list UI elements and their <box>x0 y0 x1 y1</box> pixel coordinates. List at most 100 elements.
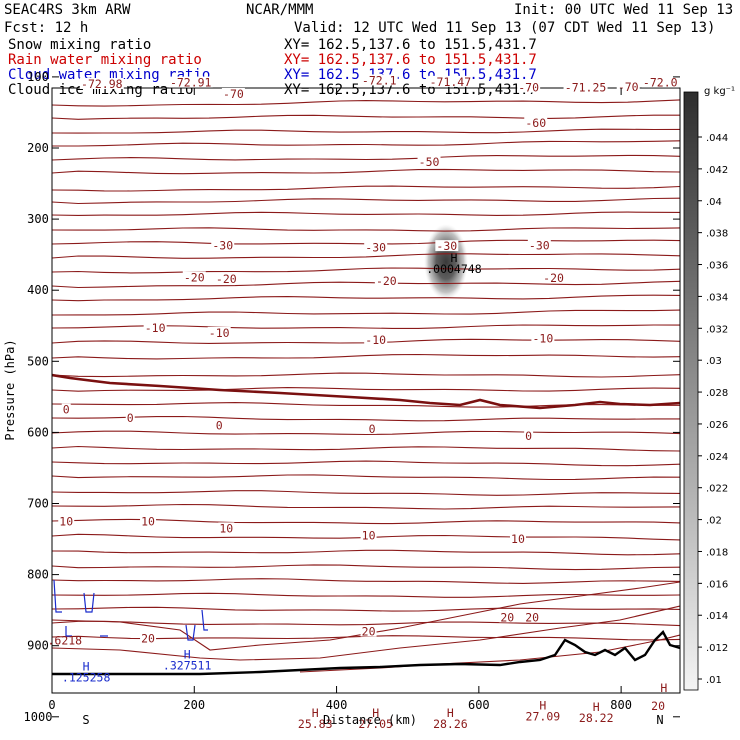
y-tick-label: 700 <box>27 497 49 511</box>
cloud-water-value-label: .6218 <box>47 633 82 647</box>
temperature-contour-line <box>52 578 680 584</box>
contour-label-mask <box>143 321 167 333</box>
high-marker-label: H <box>660 681 667 695</box>
temperature-contour-line <box>52 267 680 274</box>
x-tick-label: 400 <box>326 698 348 712</box>
header-fcst: Fcst: 12 h <box>4 20 88 36</box>
contour-label-mask <box>542 272 566 284</box>
colorbar-tick-label: .022 <box>706 484 728 495</box>
high-value-label: 28.22 <box>579 711 614 725</box>
contour-label-mask <box>563 81 608 93</box>
temperature-contour-line <box>52 253 680 259</box>
field-cloudice-name: Cloud ice mixing ratio <box>8 82 193 98</box>
x-left-end-label: S <box>82 713 89 727</box>
contour-label: 20 <box>500 610 514 624</box>
cloud-water-contour <box>185 624 196 641</box>
colorbar-tick-label: .04 <box>706 197 722 208</box>
contour-label-mask <box>360 529 377 541</box>
cloud-water-high-marker: H <box>83 660 90 674</box>
y-tick-label: 200 <box>27 141 49 155</box>
contour-label: -20 <box>184 270 205 284</box>
temperature-contour-line <box>52 474 680 481</box>
colorbar-units: g kg⁻¹ <box>704 86 735 97</box>
y-tick-label: 500 <box>27 354 49 368</box>
contour-label-mask <box>428 75 473 87</box>
contour-label-mask <box>79 78 124 90</box>
high-marker-label: H <box>450 251 457 265</box>
contour-label-mask <box>214 419 224 431</box>
cloud-water-value-label: .125258 <box>62 671 111 685</box>
temperature-contour-line <box>52 114 680 120</box>
colorbar-tick-label: .012 <box>706 643 728 654</box>
contour-label: -30 <box>365 241 386 255</box>
temperature-contour-line <box>52 140 680 147</box>
temperature-contour-line <box>52 197 680 205</box>
terrain-surface-line <box>52 630 680 676</box>
colorbar-tick-label: .028 <box>706 388 728 399</box>
colorbar-tick-label: .01 <box>706 675 722 686</box>
temperature-contour-line <box>52 185 680 192</box>
header-init: Init: 00 UTC Wed 11 Sep 13 <box>514 2 733 18</box>
cloud-water-contour <box>53 579 62 613</box>
contour-label: -10 <box>532 332 553 346</box>
contour-label-mask <box>168 76 213 88</box>
temperature-contour-line <box>52 154 680 161</box>
temperature-contour-line <box>52 211 680 216</box>
temperature-contour-line <box>52 227 680 232</box>
y-tick-label: 800 <box>27 568 49 582</box>
high-value-label: 27.09 <box>526 710 561 724</box>
temperature-contour-line <box>52 620 680 627</box>
temperature-contour-line <box>52 430 680 436</box>
colorbar <box>683 91 699 691</box>
contour-label-mask <box>641 76 679 88</box>
colorbar-tick-label: .024 <box>706 452 728 463</box>
contour-label-mask <box>140 632 157 644</box>
y-tick-label: 600 <box>27 425 49 439</box>
contour-label: -70 <box>518 81 539 95</box>
contour-label: 20 <box>525 610 539 624</box>
contour-label-mask <box>509 533 526 545</box>
temperature-contour-line <box>52 460 680 467</box>
temperature-contour-line <box>52 592 680 598</box>
contour-label: -60 <box>525 116 546 130</box>
contour-label: -70 <box>223 87 244 101</box>
temperature-contour-line <box>52 490 680 496</box>
temperature-contour-line <box>52 606 680 612</box>
contour-label: -72.1 <box>362 73 397 87</box>
contour-label-mask <box>435 240 459 252</box>
colorbar-tick-label: .02 <box>706 516 722 527</box>
cloud-water-contour <box>83 592 95 613</box>
x-tick-label: 0 <box>48 698 55 712</box>
contour-label-mask <box>125 412 135 424</box>
temperature-contour-line <box>52 387 680 392</box>
near-surface-contour <box>52 605 680 661</box>
colorbar-tick-label: .014 <box>706 611 728 622</box>
contour-label: 20 <box>362 624 376 638</box>
header-org: NCAR/MMM <box>246 2 313 18</box>
contour-label: 0 <box>127 411 134 425</box>
contour-label: -10 <box>145 321 166 335</box>
contour-label: 20 <box>141 632 155 646</box>
colorbar-tick-label: .038 <box>706 229 728 240</box>
contour-label-mask <box>524 611 541 623</box>
temperature-contour-line <box>52 415 680 422</box>
contour-label: 10 <box>59 514 73 528</box>
contour-label-mask <box>140 515 157 527</box>
contour-label: 0 <box>369 422 376 436</box>
freezing-level-contour <box>52 373 680 410</box>
field-snow-xy: XY= 162.5,137.6 to 151.5,431.7 <box>284 37 537 53</box>
contour-label: 0 <box>63 403 70 417</box>
colorbar-tick-label: .03 <box>706 356 722 367</box>
contour-label: 20 <box>651 699 665 713</box>
field-cloudice-xy: XY= 162.5,137.6 to 151.5,431.7 <box>284 82 537 98</box>
temperature-contour-line <box>52 503 680 510</box>
contour-label: 10 <box>141 514 155 528</box>
temperature-contour-line <box>52 294 680 302</box>
contour-label: -72.0 <box>643 76 678 90</box>
contour-label-mask <box>221 87 245 99</box>
high-marker-label: H <box>312 706 319 720</box>
contour-label-mask <box>364 333 388 345</box>
high-marker-label: H <box>447 706 454 720</box>
high-marker-label: H <box>372 706 379 720</box>
cloud-water-contour <box>201 609 208 631</box>
